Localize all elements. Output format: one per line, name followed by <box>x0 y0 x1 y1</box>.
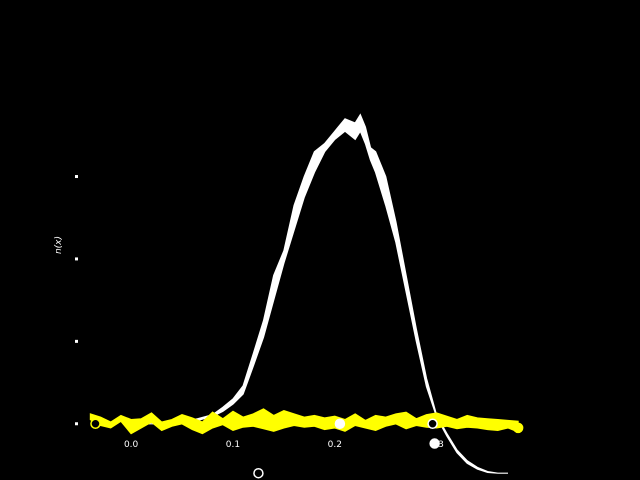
series-1-marker <box>429 438 440 449</box>
series-2-marker <box>512 422 524 434</box>
y-tick <box>75 175 78 179</box>
series-1-marker <box>334 418 346 430</box>
x-tick-label: 0.1 <box>226 440 240 450</box>
x-tick-label: 0.0 <box>124 440 139 450</box>
x-tick-label: 0.2 <box>328 440 342 450</box>
marker-layer <box>90 418 524 479</box>
series-1-band <box>136 113 508 474</box>
series-1-marker <box>253 467 264 479</box>
y-tick <box>75 339 78 343</box>
series-2-marker <box>90 418 101 430</box>
series-layer <box>89 113 519 474</box>
y-tick <box>75 257 78 261</box>
axis-layer: 0.0 0.1 0.2 0.3 <box>75 175 444 450</box>
series-1-marker <box>427 418 438 430</box>
y-tick <box>75 422 78 426</box>
series-2-band <box>89 408 519 435</box>
y-axis-label: n(x) <box>54 236 64 254</box>
x-tick-label: 0.3 <box>430 440 444 450</box>
